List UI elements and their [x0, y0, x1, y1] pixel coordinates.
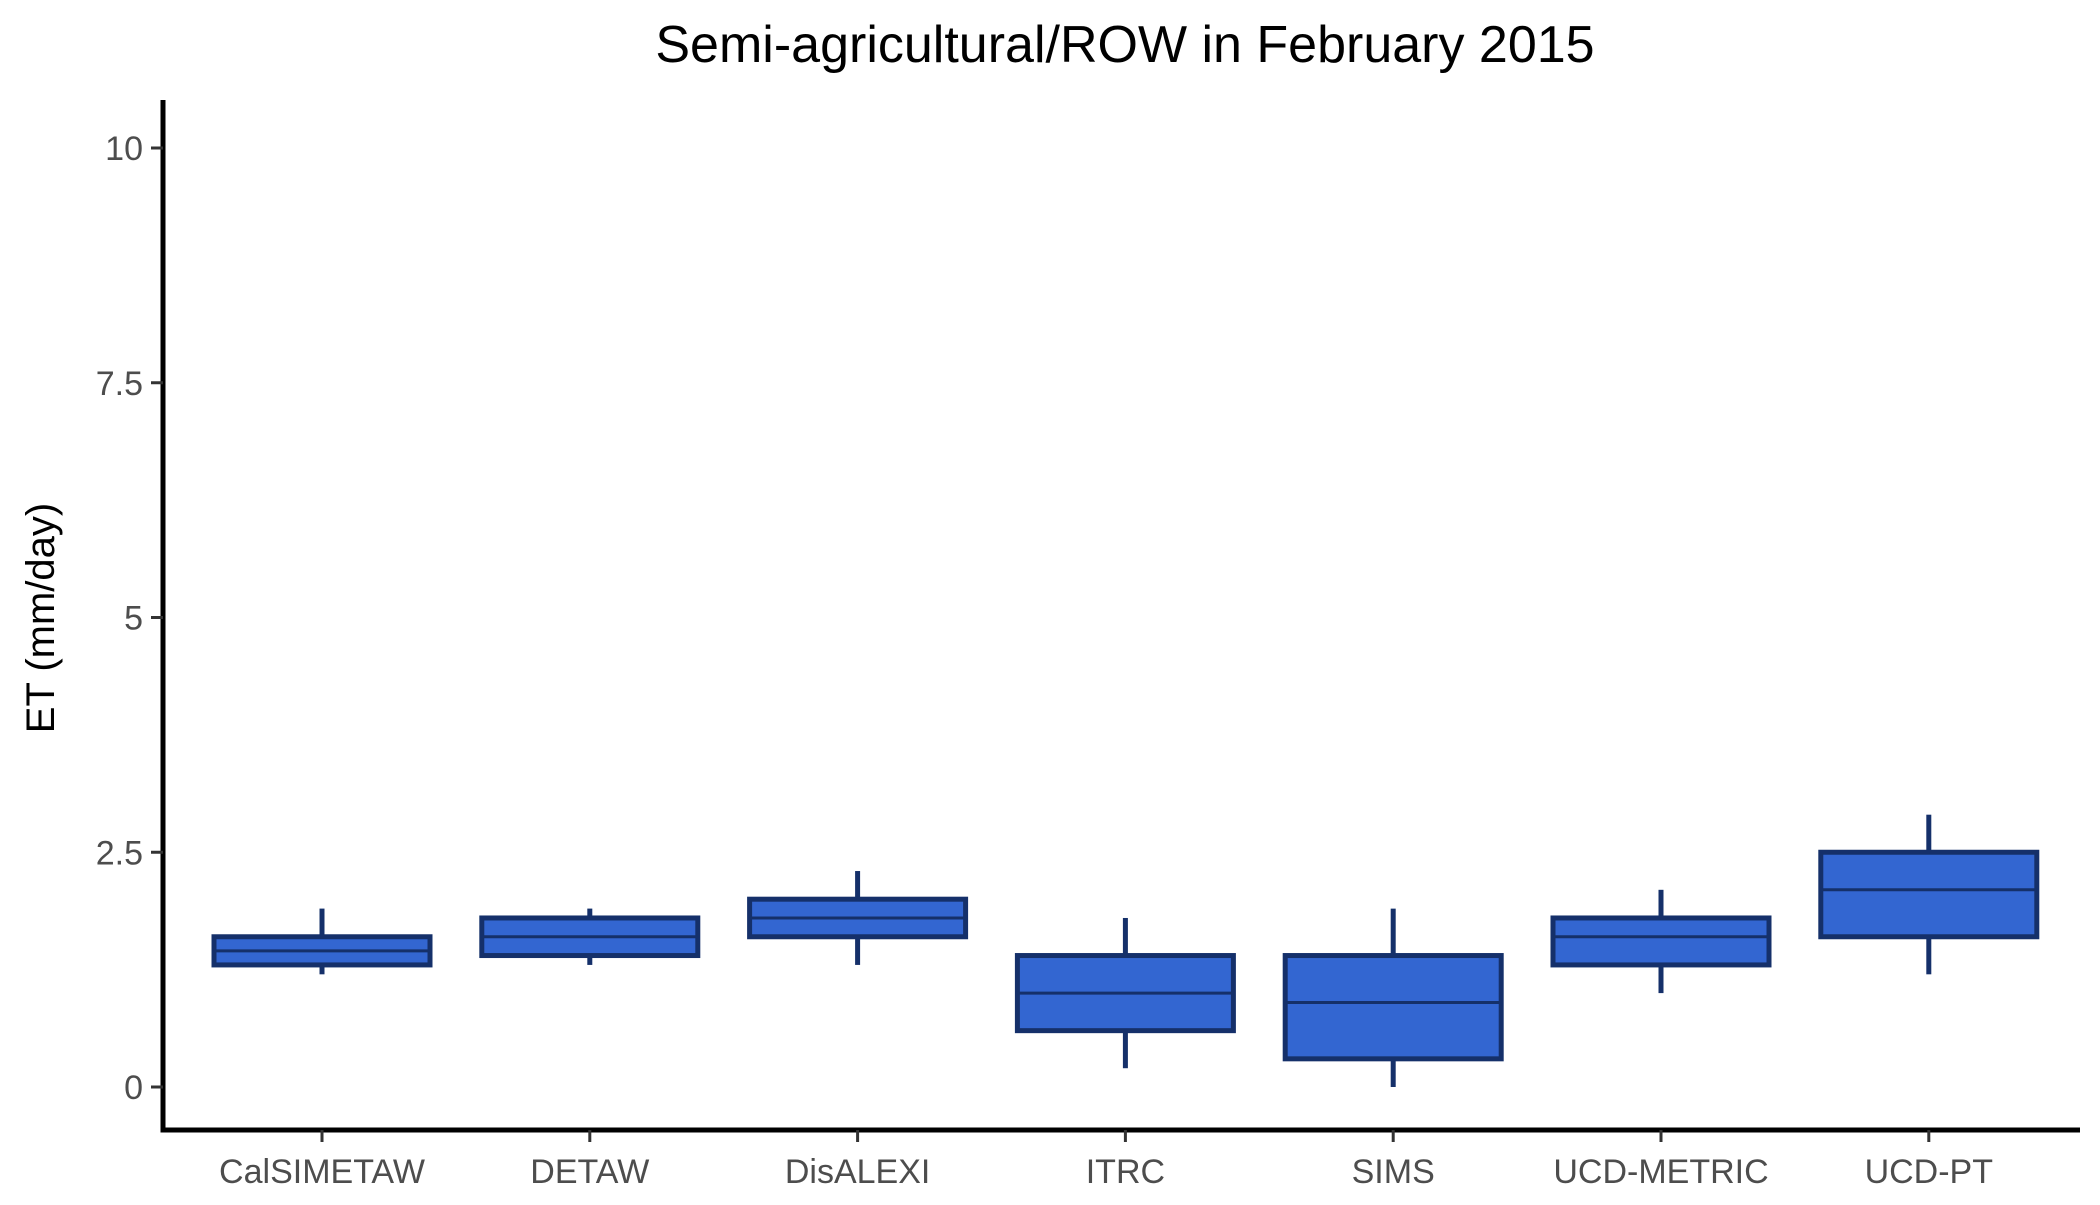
plot-area: 0 2.5 5 7.5 10 CalSIMETAW DETAW DisALEXI ITRC SIM…	[96, 100, 2080, 1191]
box-ucd-pt	[1818, 849, 2040, 940]
y-tick-label: 0	[124, 1069, 143, 1107]
x-tick-label: DisALEXI	[785, 1153, 931, 1191]
box-sims	[1282, 953, 1504, 1062]
x-tick-label: CalSIMETAW	[219, 1153, 425, 1191]
y-axis-label: ET (mm/day)	[19, 503, 63, 733]
x-tick-label: DETAW	[530, 1153, 649, 1191]
y-tick-label: 2.5	[96, 834, 143, 872]
y-tick-label: 5	[124, 600, 143, 638]
y-tick-label: 10	[105, 130, 143, 168]
y-tick-label: 7.5	[96, 365, 143, 403]
x-tick-label: SIMS	[1352, 1153, 1435, 1191]
x-tick-label: UCD-PT	[1865, 1153, 1993, 1191]
box-ucd-metric	[1550, 915, 1772, 968]
x-tick-label: ITRC	[1086, 1153, 1165, 1191]
chart-title: Semi-agricultural/ROW in February 2015	[655, 16, 1594, 74]
x-tick-label: UCD-METRIC	[1553, 1153, 1768, 1191]
